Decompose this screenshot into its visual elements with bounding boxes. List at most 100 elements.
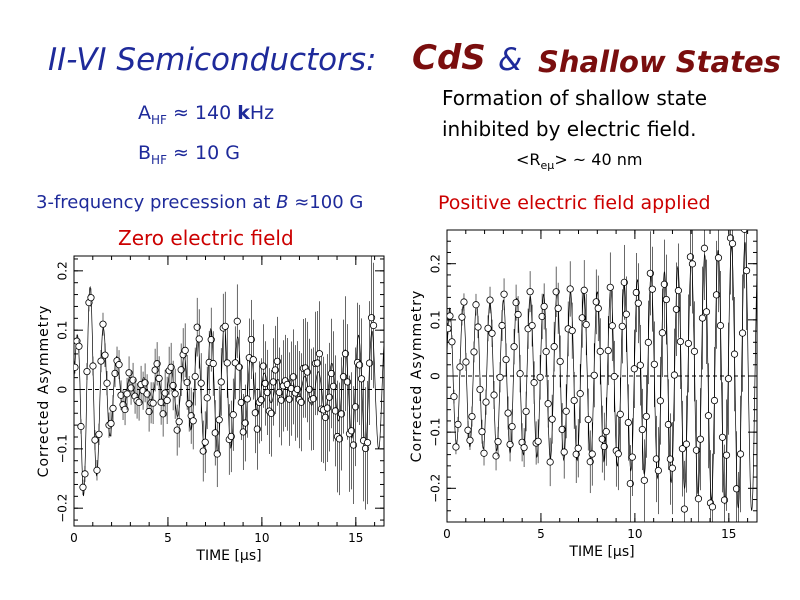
data-point: [468, 412, 476, 421]
data-point: [478, 428, 486, 436]
data-point: [145, 407, 153, 416]
data-point: [500, 290, 508, 298]
data-point: [249, 356, 257, 364]
data-point: [578, 314, 586, 322]
data-point: [490, 391, 498, 399]
data-point: [714, 254, 723, 262]
data-point: [135, 398, 143, 406]
data-point: [642, 412, 650, 421]
x-tick-label: 0: [443, 527, 451, 541]
slide-title: II-VI Semiconductors:: [48, 42, 377, 78]
data-point: [648, 285, 656, 293]
data-point: [474, 323, 482, 331]
data-point: [95, 430, 103, 438]
data-point: [199, 447, 207, 455]
data-point: [161, 389, 169, 397]
data-point: [626, 479, 634, 488]
data-point: [732, 485, 741, 493]
data-point: [694, 495, 703, 503]
data-point: [99, 320, 107, 328]
data-point: [522, 407, 530, 416]
data-point: [143, 390, 151, 398]
data-point: [688, 260, 697, 268]
data-point: [277, 396, 285, 404]
title-ampersand: &: [498, 42, 523, 78]
y-tick-label: −0.1: [56, 434, 70, 463]
data-point: [608, 322, 616, 330]
data-point: [155, 374, 163, 382]
data-point: [644, 338, 652, 346]
data-point: [720, 496, 729, 504]
data-point: [586, 458, 594, 466]
y-tick-label: 0: [56, 386, 70, 394]
data-point: [690, 347, 699, 355]
data-point: [738, 329, 747, 337]
data-point: [335, 435, 344, 443]
data-point: [171, 390, 179, 398]
data-point: [658, 329, 666, 337]
data-point: [261, 379, 269, 388]
data-point: [173, 426, 181, 434]
data-point: [297, 398, 305, 406]
data-point: [678, 445, 687, 453]
data-point: [123, 390, 131, 398]
data-point: [75, 342, 83, 350]
data-point: [574, 444, 582, 452]
title-shallow-states: Shallow States: [538, 45, 781, 79]
data-point: [582, 320, 590, 329]
data-point: [666, 455, 674, 463]
data-point: [313, 359, 322, 367]
data-point: [640, 476, 648, 484]
x-axis-label: TIME [μs]: [195, 548, 261, 564]
data-point: [480, 449, 488, 457]
data-point: [604, 346, 612, 355]
data-point: [654, 466, 662, 475]
data-point: [636, 361, 644, 369]
data-point: [730, 350, 739, 358]
data-point: [692, 446, 701, 454]
data-point: [656, 397, 664, 405]
data-point: [494, 438, 502, 446]
data-point: [550, 343, 558, 351]
data-point: [724, 375, 733, 383]
data-point: [530, 379, 538, 387]
data-point: [674, 287, 683, 295]
data-point: [454, 420, 462, 428]
data-point: [209, 359, 217, 368]
data-point: [195, 335, 203, 343]
data-layer: [447, 230, 757, 522]
data-point: [736, 450, 745, 458]
y-tick-label: 0.2: [429, 254, 443, 273]
data-point: [309, 395, 318, 403]
data-point: [592, 298, 600, 306]
data-point: [339, 373, 348, 381]
data-point: [510, 343, 518, 351]
data-point: [163, 396, 171, 404]
x-tick-label: 10: [627, 527, 642, 541]
data-point: [710, 396, 719, 405]
data-point: [367, 314, 376, 322]
data-point: [221, 322, 229, 330]
data-point: [247, 335, 255, 344]
y-tick-label: 0: [429, 372, 443, 380]
data-point: [337, 410, 346, 418]
data-point: [472, 301, 480, 309]
data-point: [514, 310, 522, 319]
data-point: [652, 455, 660, 463]
data-point: [672, 305, 681, 313]
data-point: [668, 464, 676, 472]
data-point: [596, 347, 604, 355]
x-tick-label: 15: [721, 527, 736, 541]
data-point: [285, 395, 293, 403]
data-point: [704, 412, 713, 420]
data-point: [241, 419, 249, 427]
data-point: [620, 278, 628, 286]
data-point: [716, 321, 725, 330]
x-tick-label: 15: [348, 531, 363, 545]
data-point: [562, 407, 570, 415]
data-point: [447, 325, 452, 333]
y-tick-label: −0.2: [56, 494, 70, 523]
data-point: [516, 370, 524, 378]
data-point: [568, 327, 576, 335]
data-point: [269, 378, 277, 386]
